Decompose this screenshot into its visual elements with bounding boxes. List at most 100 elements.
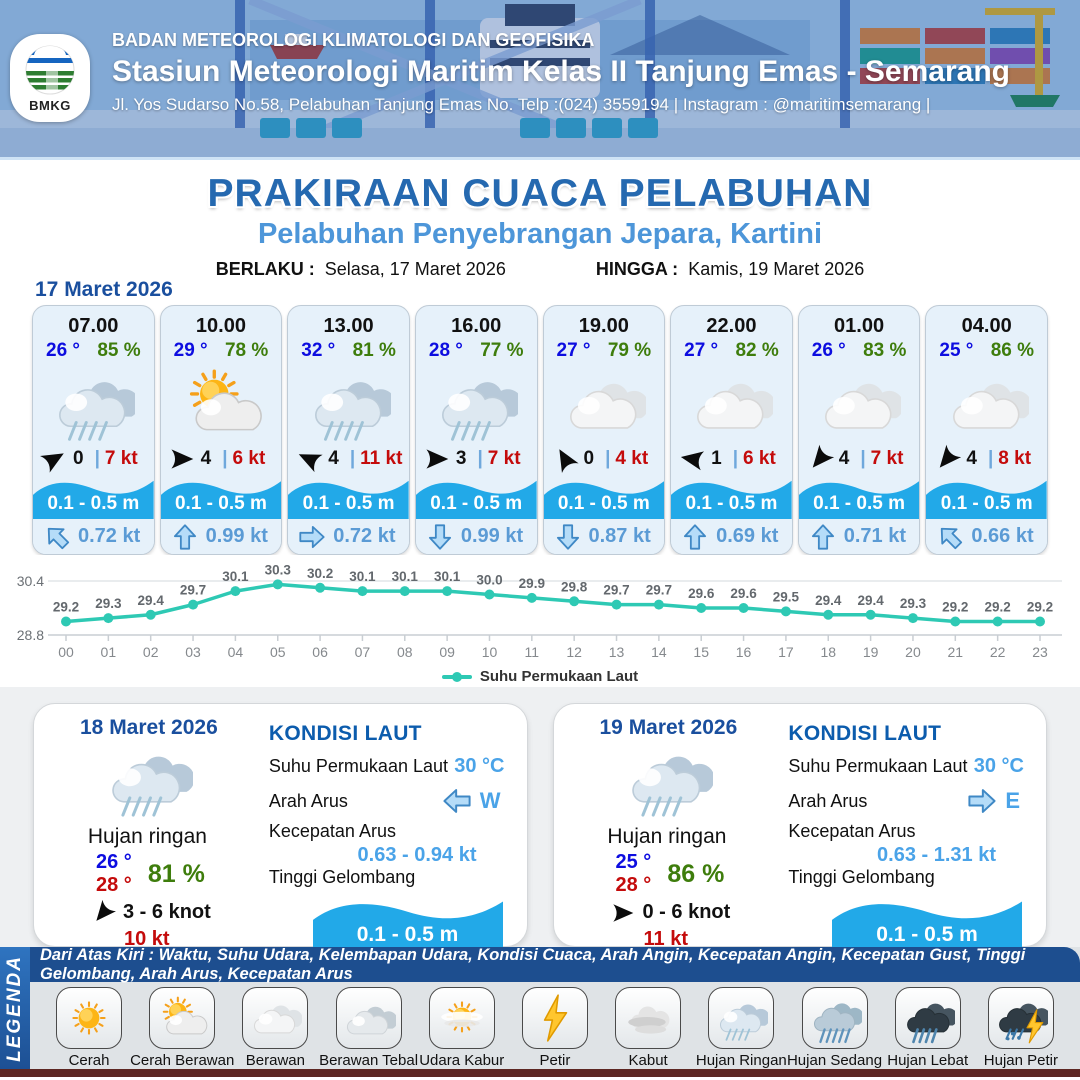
wind-separator: | (860, 447, 866, 469)
weather-condition-icon (416, 362, 537, 446)
forecast-date: 17 Maret 2026 (35, 278, 173, 301)
wind-speed-value: 4 (328, 447, 339, 469)
legend-title: LEGENDA (4, 954, 25, 1062)
current-direction-icon (443, 787, 471, 815)
humidity-value: 86 % (990, 340, 1034, 361)
weather-icon-berawan-tebal (346, 1006, 396, 1035)
legend-item-cerah: Cerah (44, 987, 134, 1069)
legend-item-label: Udara Kabur (419, 1052, 505, 1069)
humidity-value: 79 % (607, 340, 652, 361)
forecast-time: 13.00 (323, 315, 374, 337)
wave-height-value: 0.1 - 0.5 m (47, 493, 140, 515)
weather-icon-cerah-berawan (162, 996, 208, 1035)
weather-condition-icon (33, 362, 154, 446)
sst-value: 30 °C (973, 755, 1024, 777)
legend-item-hujan-petir: Hujan Petir (976, 987, 1066, 1069)
gust-value: 6 kt (232, 447, 266, 469)
current-direction-icon (932, 518, 969, 554)
svg-text:16: 16 (736, 644, 752, 660)
summary-card-18 Maret 2026: 18 Maret 2026 Hujan ringan 26 ° 28 ° 81 … (33, 703, 528, 952)
wave-height-value: 0.1 - 0.5 m (940, 493, 1033, 515)
svg-text:30.0: 30.0 (476, 573, 502, 588)
wind-speed-value: 0 (73, 447, 84, 469)
current-row: 0.99 kt (415, 519, 537, 554)
current-speed-value: 0.66 kt (971, 525, 1034, 548)
current-row: 0.69 kt (671, 519, 792, 554)
weather-icon-hujan-ringan (720, 1004, 769, 1041)
valid-from-label: BERLAKU : (215, 259, 315, 279)
svg-text:14: 14 (651, 644, 667, 660)
wind-direction-icon (548, 443, 581, 476)
sea-condition-heading: KONDISI LAUT (268, 722, 422, 745)
page-subtitle: Pelabuhan Penyebrangan Jepara, Kartini (257, 218, 823, 250)
wind-row: 0 | 7 kt (33, 446, 154, 473)
current-speed-value: 0.69 kt (716, 525, 779, 548)
wind-row: 4 | 11 kt (288, 446, 409, 473)
weather-icon-cerah-berawan (189, 369, 262, 431)
forecast-time: 16.00 (451, 315, 502, 337)
gust-value: 7 kt (870, 447, 904, 469)
weather-icon-hujan-lebat (906, 1003, 955, 1044)
svg-text:30.1: 30.1 (349, 569, 376, 584)
svg-text:29.6: 29.6 (730, 586, 757, 601)
wind-speed-value: 4 (966, 447, 977, 469)
summary-current-speed: 0.63 - 1.31 kt (877, 844, 996, 866)
current-speed-value: 0.87 kt (588, 525, 651, 548)
legend-icon-box (335, 987, 402, 1049)
current-row: 0.72 kt (33, 519, 154, 554)
summary-wave-box: 0.1 - 0.5 m (832, 890, 1022, 952)
svg-text:03: 03 (185, 644, 201, 660)
svg-text:22: 22 (990, 644, 1006, 660)
summary-humidity: 86 % (667, 859, 725, 888)
legend-item-label: Hujan Sedang (786, 1052, 883, 1069)
gust-value: 11 kt (360, 447, 403, 469)
svg-text:30.1: 30.1 (222, 569, 249, 584)
temperature-value: 29 ° (173, 340, 208, 361)
wind-direction-icon (425, 447, 449, 471)
svg-text:29.5: 29.5 (773, 589, 800, 604)
current-dir-value: E (1005, 788, 1020, 813)
wave-height-band: 0.1 - 0.5 m (543, 472, 665, 520)
svg-text:29.4: 29.4 (857, 593, 884, 608)
legend-item-label: Cerah Berawan (130, 1052, 235, 1069)
humidity-value: 85 % (97, 340, 141, 361)
forecast-card-01.00: 01.00 26 ° 83 % 4 | 7 kt 0.1 - 0.5 m 0.7… (797, 305, 921, 555)
chart-legend: Suhu Permukaan Laut (0, 668, 1080, 685)
current-speed-value: 0.71 kt (843, 525, 907, 548)
svg-text:18: 18 (820, 644, 836, 660)
current-row: 0.71 kt (798, 519, 920, 554)
legend-icon-box (615, 987, 682, 1049)
wind-row: 4 | 7 kt (799, 444, 920, 472)
weather-icon-hujan-petir (998, 1003, 1048, 1044)
svg-text:15: 15 (693, 644, 709, 660)
svg-text:30.1: 30.1 (392, 569, 419, 584)
wind-separator: | (222, 447, 228, 469)
summary-card-19 Maret 2026: 19 Maret 2026 Hujan ringan 25 ° 28 ° 86 … (552, 703, 1047, 952)
svg-text:10: 10 (482, 644, 498, 660)
temperature-value: 28 ° (428, 340, 463, 361)
svg-text:08: 08 (397, 644, 413, 660)
sst-chart-plot: 30.4 28.8 29.2 00 29.3 01 29.4 02 29.7 03 30.1 04 3… (17, 562, 1062, 660)
legend-item-label: Berawan Tebal (319, 1052, 419, 1069)
humidity-value: 77 % (480, 340, 524, 361)
weather-condition-icon (288, 362, 409, 446)
legend-item-label: Hujan Petir (983, 1052, 1058, 1069)
summary-gust: 11 kt (643, 928, 688, 950)
svg-text:30.2: 30.2 (307, 566, 333, 581)
forecast-card-19.00: 19.00 27 ° 79 % 0 | 4 kt 0.1 - 0.5 m 0.8… (542, 305, 666, 555)
svg-text:28.8: 28.8 (17, 627, 44, 643)
wind-row: 0 | 4 kt (544, 446, 665, 473)
summary-current-speed: 0.63 - 0.94 kt (357, 844, 477, 866)
gust-value: 8 kt (998, 447, 1032, 469)
summary-gust: 10 kt (124, 928, 170, 950)
forecast-card-07.00: 07.00 26 ° 85 % 0 | 7 kt 0.1 - 0.5 m 0.7… (32, 305, 155, 555)
current-speed-label: Kecepatan Arus (268, 821, 396, 841)
humidity-value: 78 % (224, 340, 269, 361)
temperature-value: 32 ° (301, 340, 336, 361)
wind-direction-icon (38, 443, 71, 476)
svg-text:29.2: 29.2 (942, 600, 968, 615)
summary-date: 19 Maret 2026 (599, 716, 738, 739)
current-speed-value: 0.99 kt (205, 525, 268, 548)
gust-value: 7 kt (104, 447, 138, 469)
temperature-value: 27 ° (556, 340, 591, 361)
